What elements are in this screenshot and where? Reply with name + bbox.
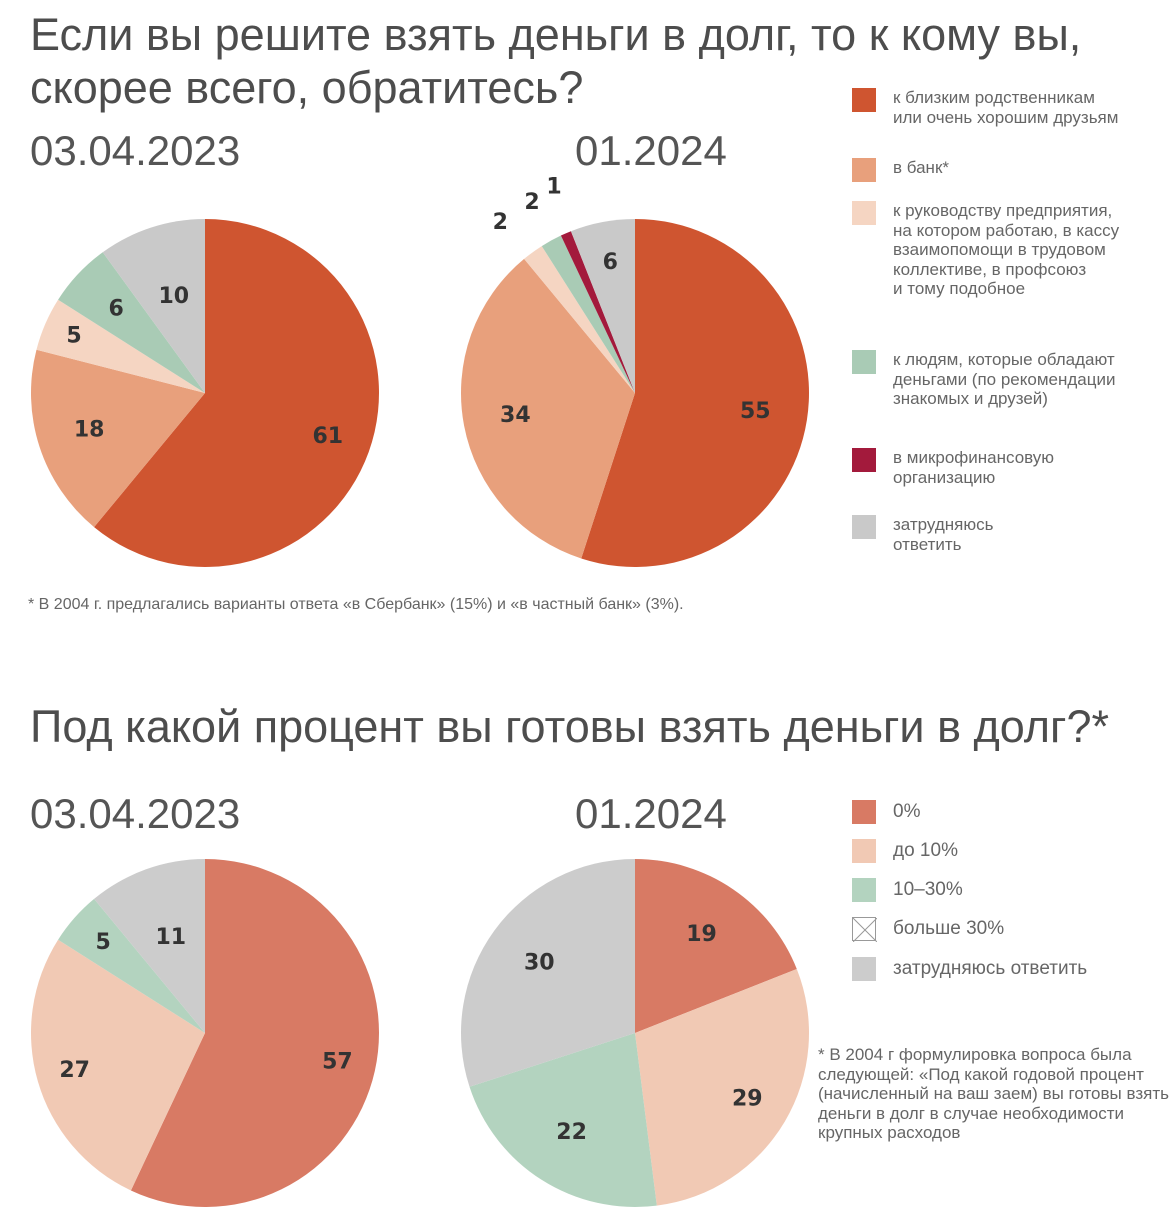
data-label: 22 bbox=[556, 1120, 587, 1145]
slice-zero-percent bbox=[130, 859, 379, 1207]
data-label: 1 bbox=[546, 174, 561, 199]
data-label: 11 bbox=[156, 925, 187, 950]
legend-label: к руководству предприятия, на котором ра… bbox=[893, 201, 1120, 299]
data-label: 18 bbox=[74, 418, 105, 443]
slice-dont-know bbox=[94, 859, 205, 1033]
legend-item: затрудняюсь ответить bbox=[852, 957, 1170, 981]
legend-label: 10–30% bbox=[893, 879, 963, 901]
slice-relatives bbox=[581, 219, 809, 567]
date-label-2024: 01.2024 bbox=[575, 790, 727, 837]
slice-10-30 bbox=[58, 898, 205, 1033]
legend-swatch-crossed-icon bbox=[852, 917, 877, 942]
data-label: 29 bbox=[732, 1086, 763, 1111]
legend-item: к близким родственникам или очень хороши… bbox=[852, 88, 1170, 127]
legend-swatch bbox=[852, 158, 876, 182]
legend-label: затрудняюсь ответить bbox=[893, 958, 1088, 980]
legend-item: 0% bbox=[852, 800, 1170, 824]
legend-swatch bbox=[852, 201, 876, 225]
data-label: 19 bbox=[686, 922, 717, 947]
footnote-question-wording: * В 2004 г формулировка вопроса была сле… bbox=[818, 1045, 1169, 1143]
data-label: 34 bbox=[500, 403, 531, 428]
slice-up-to-10 bbox=[635, 968, 809, 1206]
legend-item: затрудняюсь ответить bbox=[852, 515, 1170, 554]
slice-dont-know bbox=[102, 219, 205, 393]
chart-title-interest-rate: Под какой процент вы готовы взять деньги… bbox=[30, 701, 1109, 752]
legend-item: к руководству предприятия, на котором ра… bbox=[852, 201, 1170, 299]
slice-10-30 bbox=[469, 1033, 657, 1207]
legend-item: больше 30% bbox=[852, 917, 1170, 942]
legend-label: к людям, которые обладают деньгами (по р… bbox=[893, 350, 1116, 409]
legend-swatch bbox=[852, 878, 876, 902]
date-label-2023: 03.04.2023 bbox=[30, 790, 241, 837]
data-label: 2 bbox=[524, 190, 539, 215]
legend-item: к людям, которые обладают деньгами (по р… bbox=[852, 350, 1170, 409]
slice-wealthy-people bbox=[58, 252, 205, 393]
legend-swatch bbox=[852, 515, 876, 539]
slice-dont-know bbox=[570, 219, 635, 393]
slice-relatives bbox=[94, 219, 379, 567]
legend-swatch bbox=[852, 448, 876, 472]
data-label: 55 bbox=[740, 399, 771, 424]
data-label: 61 bbox=[312, 424, 343, 449]
data-label: 2 bbox=[493, 210, 508, 235]
legend-swatch bbox=[852, 839, 876, 863]
footnote-bank: * В 2004 г. предлагались варианты ответа… bbox=[28, 596, 684, 613]
legend-item: в банк* bbox=[852, 158, 1170, 182]
slice-bank bbox=[31, 349, 206, 528]
data-label: 6 bbox=[109, 297, 124, 322]
slice-dont-know bbox=[461, 859, 635, 1087]
slice-zero-percent bbox=[635, 859, 797, 1033]
data-label: 27 bbox=[59, 1058, 90, 1083]
chart-title-borrow-source: Если вы решите взять деньги в долг, то к… bbox=[30, 9, 1082, 114]
legend-swatch bbox=[852, 957, 876, 981]
slice-bank bbox=[461, 258, 635, 559]
legend-label: в микрофинансовую организацию bbox=[893, 448, 1055, 487]
legend-label: в банк* bbox=[893, 158, 949, 177]
legend-swatch bbox=[852, 800, 876, 824]
legend-item: до 10% bbox=[852, 839, 1170, 863]
data-label: 10 bbox=[159, 284, 190, 309]
pie-chart-rate-2023: 57 27 5 11 bbox=[30, 859, 379, 1207]
slice-employer bbox=[36, 299, 206, 393]
data-label: 57 bbox=[322, 1050, 353, 1075]
legend-swatch bbox=[852, 350, 876, 374]
date-label-2023: 03.04.2023 bbox=[30, 127, 241, 174]
date-label-2024: 01.2024 bbox=[575, 127, 727, 174]
slice-wealthy-people bbox=[541, 235, 635, 393]
legend-swatch bbox=[852, 88, 876, 112]
legend-label: к близким родственникам или очень хороши… bbox=[893, 88, 1119, 127]
legend-label: 0% bbox=[893, 801, 921, 823]
pie-chart-borrow-2023: 61 18 5 6 10 bbox=[31, 219, 379, 567]
data-label: 5 bbox=[66, 323, 81, 348]
slice-up-to-10 bbox=[30, 939, 206, 1191]
data-label: 30 bbox=[524, 950, 555, 975]
slice-microfinance bbox=[560, 231, 635, 393]
data-label: 6 bbox=[603, 250, 618, 275]
slice-employer bbox=[524, 246, 635, 393]
legend-label: больше 30% bbox=[893, 918, 1005, 940]
legend-label: до 10% bbox=[893, 840, 958, 862]
pie-chart-rate-2024: 19 29 22 30 bbox=[461, 859, 809, 1207]
legend-label: затрудняюсь ответить bbox=[893, 515, 994, 554]
data-label: 5 bbox=[96, 930, 111, 955]
legend-item: в микрофинансовую организацию bbox=[852, 448, 1170, 487]
legend-item: 10–30% bbox=[852, 878, 1170, 902]
